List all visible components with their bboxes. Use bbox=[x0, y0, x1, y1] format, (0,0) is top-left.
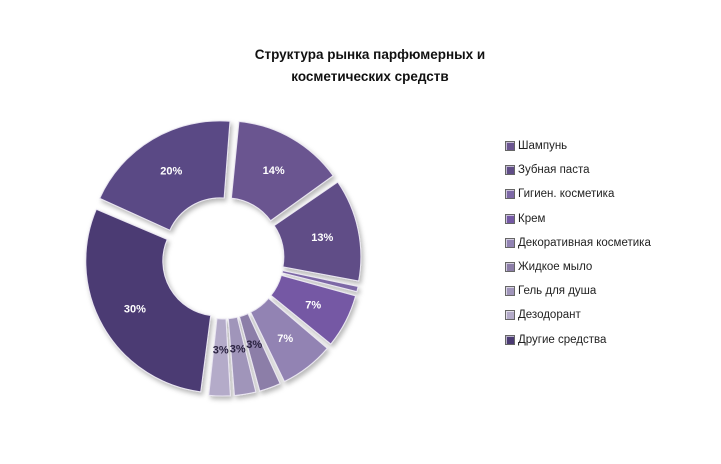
legend-swatch bbox=[505, 262, 515, 273]
chart-title-line-2: косметических средств bbox=[291, 69, 449, 84]
slice-8 bbox=[208, 318, 231, 397]
legend-label: Декоративная косметика bbox=[518, 236, 651, 249]
legend-item-2: Зубная паста bbox=[505, 158, 651, 182]
slice-5 bbox=[250, 297, 328, 383]
legend-item-3: Гигиен. косметика bbox=[505, 182, 651, 206]
legend-swatch bbox=[505, 237, 515, 248]
slice-3 bbox=[281, 270, 359, 293]
legend-swatch bbox=[505, 334, 515, 345]
legend-swatch bbox=[505, 213, 515, 224]
chart-legend: Шампунь Зубная паста Гигиен. косметика Крем… bbox=[505, 134, 651, 352]
legend-item-7: Гель для душа bbox=[505, 279, 651, 303]
slice-7 bbox=[227, 316, 257, 397]
legend-item-6: Жидкое мыло bbox=[505, 255, 651, 279]
slice-6 bbox=[238, 312, 281, 392]
data-label-2: 13% bbox=[311, 232, 333, 244]
data-label-10: 20% bbox=[160, 166, 182, 178]
legend-swatch bbox=[505, 165, 515, 176]
legend-label: Гель для душа bbox=[518, 285, 597, 298]
chart-title: Структура рынка парфюмерных и косметичес… bbox=[190, 44, 550, 88]
legend-label: Крем bbox=[518, 212, 546, 225]
legend-label: Зубная паста bbox=[518, 164, 590, 177]
slice-10 bbox=[99, 120, 231, 231]
legend-label: Дезодорант bbox=[518, 309, 581, 322]
legend-swatch bbox=[505, 141, 515, 152]
slice-4 bbox=[270, 274, 357, 345]
legend-label: Гигиен. косметика bbox=[518, 188, 615, 201]
legend-label: Другие средства bbox=[518, 333, 607, 346]
legend-item-1: Шампунь bbox=[505, 134, 651, 158]
chart-title-line-1: Структура рынка парфюмерных и bbox=[254, 47, 486, 62]
legend-swatch bbox=[505, 310, 515, 321]
legend-swatch bbox=[505, 189, 515, 200]
legend-item-8: Дезодорант bbox=[505, 303, 651, 327]
data-label-1: 14% bbox=[263, 165, 285, 177]
data-label-9: 30% bbox=[124, 303, 146, 315]
slice-9 bbox=[85, 208, 212, 393]
legend-label: Жидкое мыло bbox=[518, 261, 593, 274]
data-label-6: 3% bbox=[246, 339, 262, 351]
legend-item-4: Крем bbox=[505, 207, 651, 231]
legend-label: Шампунь bbox=[518, 140, 568, 153]
legend-swatch bbox=[505, 286, 515, 297]
slice-1 bbox=[230, 120, 334, 222]
legend-item-5: Декоративная косметика bbox=[505, 231, 651, 255]
slice-2 bbox=[273, 181, 362, 282]
legend-item-9: Другие средства bbox=[505, 328, 651, 352]
data-label-4: 7% bbox=[305, 300, 321, 312]
data-label-7: 3% bbox=[230, 343, 246, 355]
data-label-8: 3% bbox=[213, 344, 229, 356]
data-label-5: 7% bbox=[277, 333, 293, 345]
